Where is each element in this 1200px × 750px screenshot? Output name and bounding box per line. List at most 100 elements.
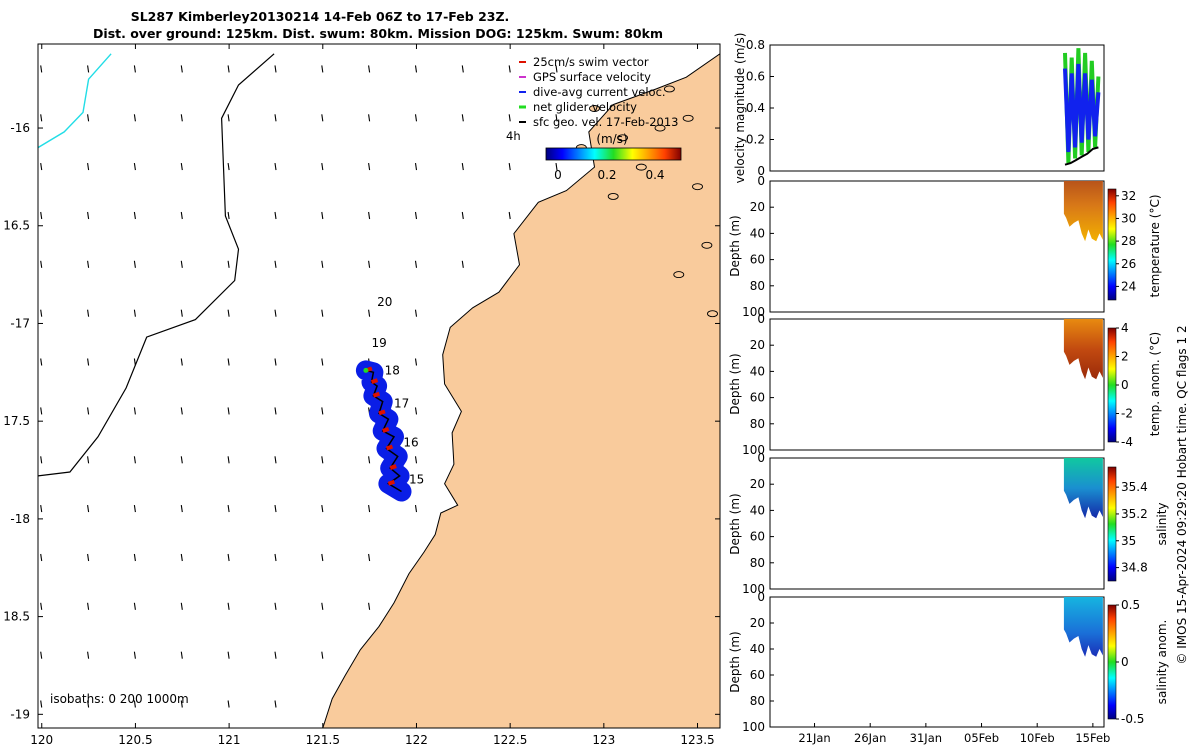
surface-velocity-arrow [508, 114, 511, 122]
y-tick-label: 16.5 [3, 219, 30, 233]
surface-velocity-arrow [227, 65, 230, 73]
surface-velocity-arrow [133, 553, 136, 562]
surface-velocity-arrow [133, 65, 136, 73]
salinity-anomaly-depth-ticks: 0 20 40 60 80 100 [742, 590, 774, 734]
surface-velocity-arrow [40, 456, 43, 464]
velocity-y-tick-label: 0.4 [746, 101, 765, 115]
track-start-marker [363, 367, 369, 373]
surface-velocity-arrow [40, 358, 43, 366]
surface-velocity-arrow [133, 700, 136, 708]
legend-gps-label: GPS surface velocity [533, 70, 651, 84]
colorbar-tick-label: 28 [1121, 234, 1136, 248]
colorbar-tick-label: 0.5 [1121, 598, 1140, 612]
surface-velocity-arrow [274, 505, 277, 513]
surface-velocity-arrow [321, 358, 324, 366]
temp-anomaly-colorbar [1107, 327, 1117, 443]
glider-track [355, 360, 412, 502]
salinity-axes [769, 457, 1105, 590]
surface-velocity-arrow [555, 65, 558, 73]
surface-velocity-arrow [227, 407, 230, 415]
salinity-anomaly-axes [769, 596, 1105, 728]
island [692, 183, 703, 191]
surface-velocity-arrow [87, 651, 90, 659]
surface-velocity-arrow [227, 309, 230, 317]
x-tick-label: 123.5 [680, 733, 714, 747]
surface-velocity-arrow [87, 211, 90, 220]
depth-tick-label: 60 [750, 253, 765, 267]
surface-velocity-arrow [87, 456, 90, 464]
temperature-panel: 0 20 40 60 80 100 Depth (m) 32 30 28 26 24 temper… [728, 174, 1162, 319]
depth-tick-label: 20 [750, 616, 765, 630]
y-tick-label: -19 [10, 707, 30, 721]
surface-velocity-arrow [414, 260, 418, 268]
surface-velocity-arrow [87, 602, 90, 610]
surface-velocity-arrow [368, 505, 371, 513]
swim-vector [385, 444, 394, 451]
depth-tick-label: 40 [750, 226, 765, 240]
y-tick-label: -18 [10, 512, 30, 526]
surface-velocity-arrow [368, 260, 371, 268]
day-label: 20 [377, 295, 392, 309]
surface-velocity-arrow [368, 211, 371, 220]
salinity-anomaly-panel: 0 20 40 60 80 100 21Jan 26Jan 31Jan 05Feb 10Feb 15… [728, 590, 1169, 745]
surface-velocity-arrow [180, 553, 183, 562]
surface-velocity-arrow [321, 211, 324, 220]
surface-velocity-arrow [274, 700, 277, 708]
isobath-200m [38, 53, 275, 477]
surface-velocity-arrow [180, 456, 183, 464]
swim-vector [382, 427, 390, 433]
time-tick-label: 21Jan [798, 731, 830, 745]
surface-velocity-arrow [40, 602, 43, 610]
salinity-colorbar-ticks: 35.4 35.2 35 34.8 [1116, 480, 1148, 575]
colorbar-tick-label: 26 [1121, 257, 1136, 271]
surface-velocity-arrow [87, 358, 90, 366]
colorbar-tick-label: 35.2 [1121, 507, 1148, 521]
time-tick-label: 31Jan [910, 731, 942, 745]
surface-velocity-arrow [40, 114, 43, 122]
surface-velocity-arrow [87, 309, 90, 317]
surface-velocity-arrow [133, 602, 136, 610]
surface-velocity-arrow [508, 211, 511, 220]
time-tick-label: 05Feb [964, 731, 999, 745]
salinity-colorbar [1107, 466, 1117, 582]
surface-velocity-arrow [133, 163, 136, 171]
colorbar-tick-label: -0.5 [1121, 712, 1144, 726]
colorbar-tick-0.2: 0.2 [597, 168, 616, 182]
surface-velocity-arrow [180, 260, 183, 268]
velocity-series-line [1063, 63, 1101, 153]
track-map: 20 19 18 17 16 15 120 120.5 121 121.5 122 122.5 123… [3, 43, 721, 747]
depth-tick-label: 0 [757, 451, 765, 465]
surface-velocity-arrow [40, 700, 43, 708]
colorbar-tick-label: 35 [1121, 534, 1136, 548]
surface-velocity-arrow [461, 114, 464, 122]
day-label: 18 [385, 363, 400, 377]
surface-velocity-arrow [321, 456, 324, 464]
salinity-ylabel: Depth (m) [728, 493, 742, 554]
surface-velocity-arrow [274, 553, 277, 562]
velocity-y-tick-label: 0.8 [746, 38, 765, 52]
surface-velocity-arrow [321, 114, 324, 122]
surface-velocity-arrow [321, 163, 324, 171]
surface-velocity-arrow [87, 260, 90, 268]
surface-velocity-arrow [227, 700, 230, 708]
salinity-anomaly-colorbar-label: salinity anom. [1155, 620, 1169, 705]
legend-net-label: net glider velocity [533, 100, 637, 114]
island [607, 192, 619, 200]
temperature-colorbar-label: temperature (°C) [1148, 195, 1162, 298]
surface-velocity-arrow [180, 651, 183, 659]
surface-velocity-arrow [368, 114, 371, 122]
chart-title-line1: SL287 Kimberley20130214 14-Feb 06Z to 17… [131, 9, 510, 24]
day-labels: 20 19 18 17 16 15 [372, 295, 425, 487]
colorbar-tick-label: -2 [1121, 407, 1133, 421]
temp-anomaly-colorbar-ticks: 4 2 0 -2 -4 [1116, 321, 1133, 449]
surface-velocity-arrow [40, 505, 43, 513]
surface-velocity-arrow [227, 602, 230, 610]
salinity-colorbar-label: salinity [1155, 502, 1169, 545]
x-tick-label: 123 [592, 733, 615, 747]
surface-velocity-arrow [227, 553, 230, 562]
surface-velocity-arrow [461, 260, 464, 268]
colorbar-tick-label: 34.8 [1121, 561, 1148, 575]
x-tick-label: 120 [30, 733, 53, 747]
surface-velocity-arrow [133, 211, 136, 220]
surface-velocity-arrow [40, 65, 43, 73]
